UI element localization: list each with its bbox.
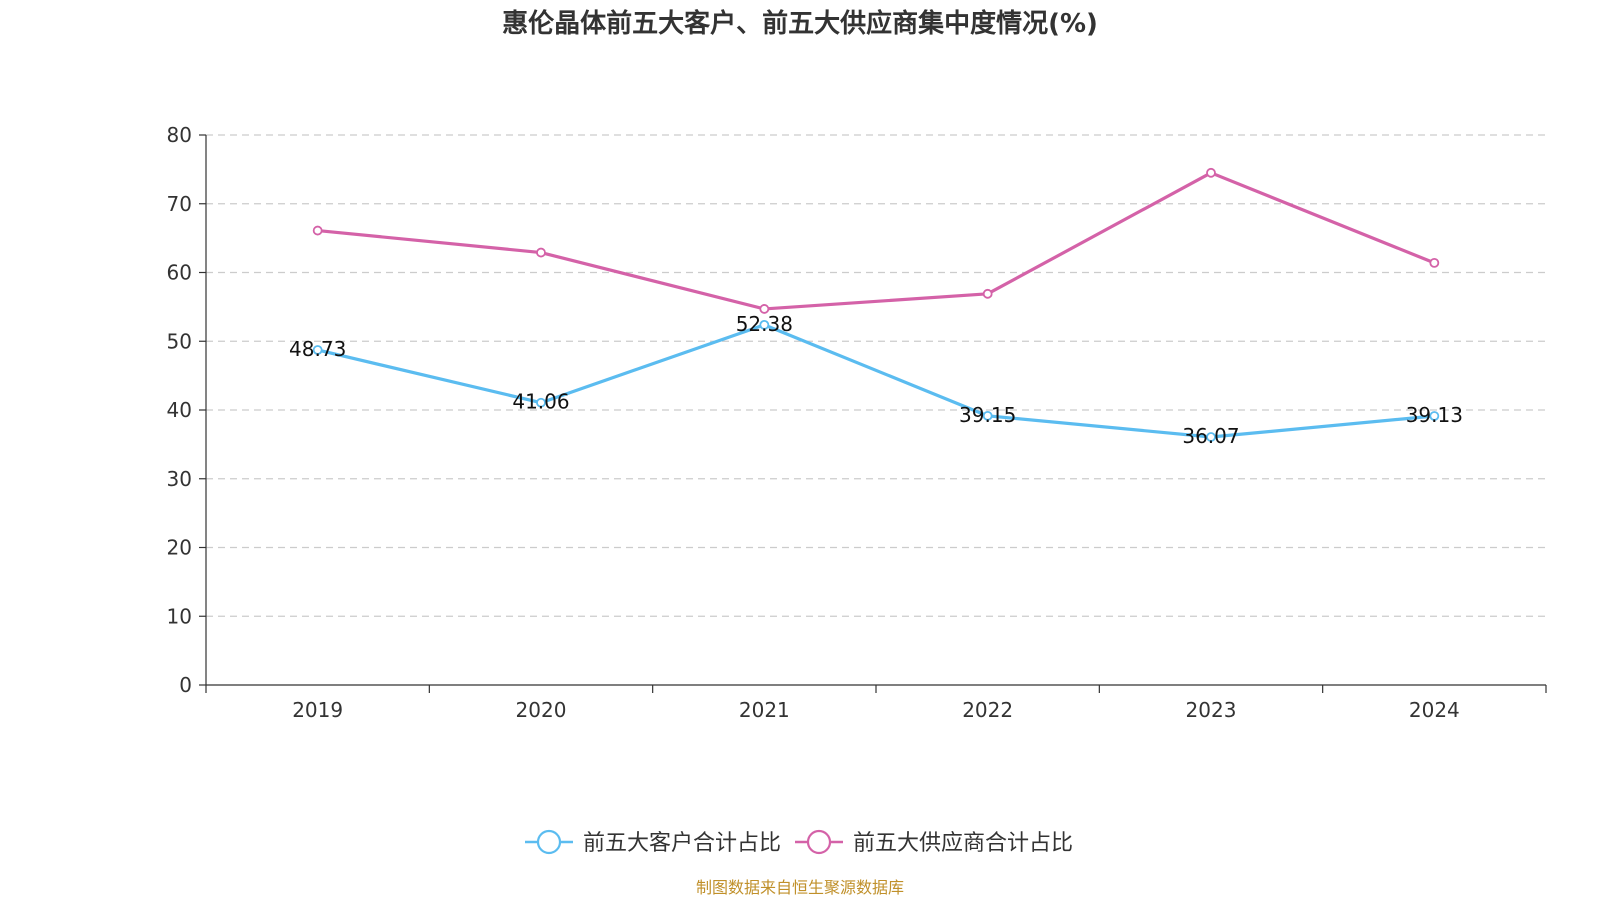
grid-lines [206, 134, 1546, 617]
data-point [982, 410, 993, 421]
y-tick-label: 70 [167, 192, 192, 216]
legend-item-2[interactable]: 前五大供应商合计占比 [795, 829, 1073, 856]
data-point [1429, 411, 1440, 421]
data-label: 52.38 [736, 312, 793, 336]
axes: 0 10 20 30 40 50 60 70 80 2019 2020 2021 2022 2023 202… [167, 123, 1547, 722]
x-tick-label: 2020 [516, 698, 567, 722]
legend-marker-icon [806, 829, 832, 855]
x-tick-label: 2019 [292, 698, 343, 722]
data-point [312, 345, 323, 355]
data-point [1206, 167, 1216, 178]
data-point [759, 319, 770, 330]
y-tick-label: 10 [167, 604, 192, 628]
y-tick-label: 20 [167, 536, 192, 560]
data-point [759, 304, 770, 314]
x-tick-label: 2021 [739, 698, 790, 722]
x-tick-label: 2024 [1409, 698, 1460, 722]
data-label: 41.06 [512, 390, 569, 414]
series-lines [312, 167, 1440, 442]
y-tick-label: 40 [167, 398, 192, 422]
legend[interactable]: 前五大客户合计占比 前五大供应商合计占比 [525, 829, 1073, 856]
legend-item-1[interactable]: 前五大客户合计占比 [525, 829, 781, 856]
data-label: 39.13 [1406, 403, 1463, 427]
y-tick-label: 80 [167, 123, 192, 147]
legend-label: 前五大客户合计占比 [583, 831, 781, 856]
legend-label: 前五大供应商合计占比 [853, 831, 1073, 856]
source-note: 制图数据来自恒生聚源数据库 [696, 878, 904, 897]
y-tick-label: 30 [167, 467, 192, 491]
y-tick-label: 0 [179, 673, 192, 697]
data-label: 36.07 [1182, 424, 1239, 448]
data-point [1429, 257, 1440, 268]
series-line-1 [317, 323, 1435, 439]
x-tick-label: 2023 [1186, 698, 1237, 722]
data-point [536, 247, 546, 258]
data-point [536, 397, 546, 408]
legend-marker-icon [536, 829, 562, 855]
data-label: 48.73 [289, 337, 346, 361]
data-point [1206, 432, 1216, 442]
data-point [312, 225, 323, 236]
chart-title: 惠伦晶体前五大客户、前五大供应商集中度情况(%) [502, 8, 1098, 39]
y-tick-label: 60 [167, 261, 192, 285]
x-tick-label: 2022 [962, 698, 1013, 722]
data-label: 39.15 [959, 403, 1016, 427]
y-tick-label: 50 [167, 329, 192, 353]
data-labels: 48.73 41.06 52.38 39.15 36.07 39.13 [289, 312, 1463, 448]
series-line-2 [317, 171, 1435, 311]
data-point [982, 288, 993, 299]
